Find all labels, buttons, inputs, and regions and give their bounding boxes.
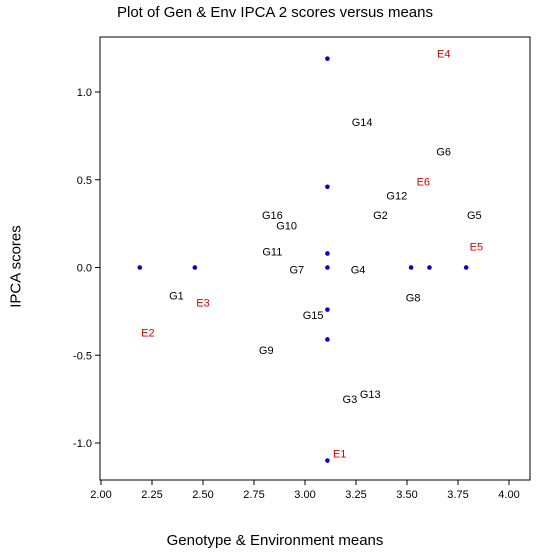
data-point xyxy=(325,56,330,61)
x-tick-label: 4.00 xyxy=(498,489,519,501)
genotype-label-g3: G3 xyxy=(343,394,358,406)
genotype-label-g10: G10 xyxy=(276,220,297,232)
data-point xyxy=(463,265,469,270)
x-tick-label: 2.75 xyxy=(243,489,264,501)
genotype-label-g8: G8 xyxy=(406,292,421,304)
data-point xyxy=(325,337,330,342)
genotype-label-g2: G2 xyxy=(373,210,388,222)
environment-label-e6: E6 xyxy=(417,177,430,189)
x-tick-label: 2.00 xyxy=(90,489,111,501)
environment-label-e5: E5 xyxy=(470,241,483,253)
genotype-label-g12: G12 xyxy=(386,191,407,203)
genotype-label-g9: G9 xyxy=(259,345,274,357)
x-tick-label: 3.75 xyxy=(447,489,468,501)
data-point xyxy=(192,265,198,270)
data-point xyxy=(427,265,432,270)
x-tick-label: 2.50 xyxy=(192,489,213,501)
x-tick-label: 2.25 xyxy=(141,489,162,501)
genotype-label-g15: G15 xyxy=(303,310,324,322)
genotype-label-g4: G4 xyxy=(351,264,366,276)
y-tick-label: 0.0 xyxy=(77,263,92,275)
x-axis-label: Genotype & Environment means xyxy=(166,532,384,549)
environment-label-e2: E2 xyxy=(141,327,154,339)
chart-title: Plot of Gen & Env IPCA 2 scores versus m… xyxy=(117,4,433,21)
genotype-label-g14: G14 xyxy=(352,117,373,129)
data-point xyxy=(325,458,330,463)
environment-label-e3: E3 xyxy=(196,298,209,310)
x-tick-label: 3.00 xyxy=(294,489,315,501)
data-point xyxy=(137,265,143,270)
y-tick-label: -0.5 xyxy=(73,350,92,362)
environment-label-e4: E4 xyxy=(437,48,450,60)
x-axis-ticks: 2.00 2.25 2.50 2.75 3.00 3.25 3.50 3.75 4.00 xyxy=(90,480,520,501)
genotype-label-g1: G1 xyxy=(169,291,184,303)
genotype-label-g5: G5 xyxy=(467,210,482,222)
y-tick-label: 1.0 xyxy=(77,87,92,99)
x-tick-label: 3.25 xyxy=(345,489,366,501)
genotype-label-g16: G16 xyxy=(262,210,283,222)
data-point xyxy=(408,265,414,270)
y-tick-label: 0.5 xyxy=(77,175,92,187)
data-point xyxy=(325,307,330,312)
x-tick-label: 3.50 xyxy=(396,489,417,501)
data-point xyxy=(325,265,330,270)
y-tick-label: -1.0 xyxy=(73,438,92,450)
genotype-label-g13: G13 xyxy=(360,389,381,401)
plot-frame xyxy=(99,36,531,481)
data-point xyxy=(325,251,330,256)
genotype-label-g7: G7 xyxy=(289,264,304,276)
genotype-label-g6: G6 xyxy=(436,147,451,159)
genotype-label-g11: G11 xyxy=(262,247,282,259)
environment-label-e1: E1 xyxy=(333,449,346,461)
y-axis-ticks: 1.0 0.5 0.0 -0.5 -1.0 xyxy=(73,87,100,450)
data-markers xyxy=(137,56,469,463)
data-point xyxy=(325,184,330,190)
